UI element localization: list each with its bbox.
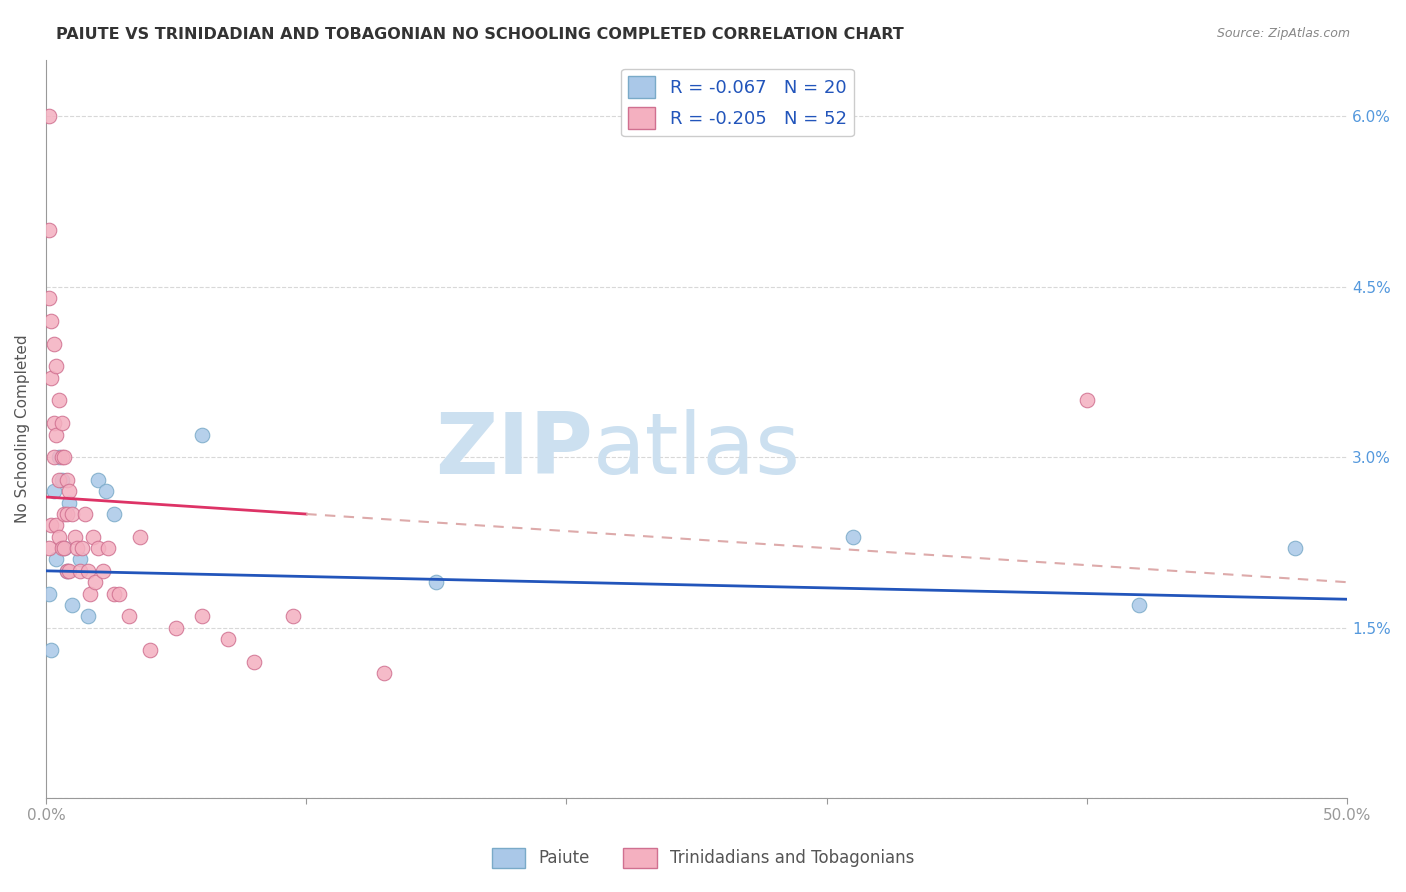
Point (118, 609, 141, 624)
Point (87, 473, 110, 487)
Point (60, 507, 83, 521)
Point (38, 291, 60, 305)
Point (56, 564, 79, 578)
Point (38, 541, 60, 555)
Point (76, 564, 98, 578)
Point (243, 655, 266, 669)
Point (39, 370, 62, 384)
Text: Source: ZipAtlas.com: Source: ZipAtlas.com (1216, 27, 1350, 40)
Point (48, 530, 70, 544)
Point (58, 564, 80, 578)
Point (373, 666, 395, 681)
Point (39, 314, 62, 328)
Point (58, 496, 80, 510)
Point (425, 575, 447, 590)
Point (69, 552, 91, 566)
Point (42, 336, 65, 351)
Legend: R = -0.067   N = 20, R = -0.205   N = 52: R = -0.067 N = 20, R = -0.205 N = 52 (621, 69, 853, 136)
Point (38, 586, 60, 600)
Point (66, 541, 89, 555)
Point (39, 643, 62, 657)
Point (1076, 393, 1098, 408)
Point (38, 109, 60, 123)
Point (53, 541, 76, 555)
Point (63, 530, 86, 544)
Point (76, 609, 98, 624)
Point (48, 473, 70, 487)
Legend: Paiute, Trinidadians and Tobagonians: Paiute, Trinidadians and Tobagonians (485, 841, 921, 875)
Point (45, 427, 67, 442)
Point (58, 484, 80, 499)
Y-axis label: No Schooling Completed: No Schooling Completed (15, 334, 30, 523)
Point (108, 586, 131, 600)
Point (87, 541, 110, 555)
Point (1284, 541, 1306, 555)
Point (48, 393, 70, 408)
Point (191, 609, 214, 624)
Text: atlas: atlas (592, 409, 800, 492)
Point (103, 586, 125, 600)
Point (56, 564, 79, 578)
Point (56, 507, 79, 521)
Point (94, 484, 117, 499)
Text: PAIUTE VS TRINIDADIAN AND TOBAGONIAN NO SCHOOLING COMPLETED CORRELATION CHART: PAIUTE VS TRINIDADIAN AND TOBAGONIAN NO … (56, 27, 904, 42)
Point (217, 632, 239, 646)
Point (53, 450, 76, 465)
Text: ZIP: ZIP (434, 409, 592, 492)
Point (128, 530, 150, 544)
Point (42, 450, 65, 465)
Point (842, 530, 865, 544)
Point (53, 541, 76, 555)
Point (48, 450, 70, 465)
Point (42, 416, 65, 430)
Point (1128, 598, 1150, 612)
Point (72, 541, 94, 555)
Point (82, 530, 104, 544)
Point (39, 518, 62, 533)
Point (42, 484, 65, 499)
Point (45, 552, 67, 566)
Point (45, 518, 67, 533)
Point (51, 541, 73, 555)
Point (91, 564, 114, 578)
Point (165, 621, 187, 635)
Point (60, 598, 83, 612)
Point (53, 507, 76, 521)
Point (69, 564, 91, 578)
Point (97, 541, 120, 555)
Point (283, 609, 305, 624)
Point (79, 586, 101, 600)
Point (84, 575, 107, 590)
Point (51, 450, 73, 465)
Point (51, 473, 73, 487)
Point (139, 643, 162, 657)
Point (56, 473, 79, 487)
Point (191, 427, 214, 442)
Point (73, 507, 96, 521)
Point (38, 223, 60, 237)
Point (45, 359, 67, 374)
Point (51, 416, 73, 430)
Point (103, 507, 125, 521)
